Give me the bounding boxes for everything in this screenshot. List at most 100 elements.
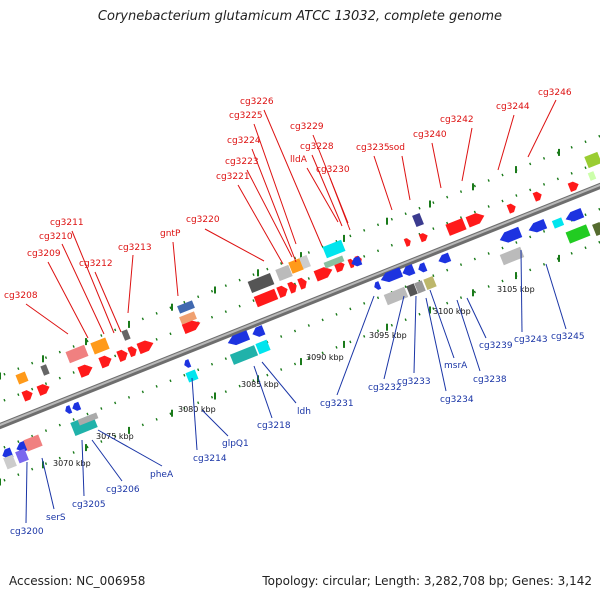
forward-gene-label: sod (389, 143, 405, 153)
forward-gene (177, 300, 195, 314)
forward-gene-label: cg3223 (225, 157, 259, 167)
forward-gene (179, 311, 197, 325)
forward-gene-label: cg3225 (229, 111, 263, 121)
forward-gene-shape (253, 288, 279, 308)
reverse-gene (402, 264, 416, 276)
forward-gene (247, 272, 275, 294)
forward-gene (36, 384, 50, 396)
reverse-gene (15, 448, 29, 464)
forward-gene (40, 364, 50, 376)
reverse-gene-shape (592, 221, 600, 237)
forward-gene-shape (65, 344, 89, 364)
reverse-gene-leader-line (425, 297, 447, 392)
forward-gene-leader-line (431, 142, 442, 189)
reverse-gene (227, 330, 251, 346)
forward-gene-shape (179, 311, 197, 325)
forward-gene (65, 344, 89, 364)
reverse-gene (184, 359, 192, 368)
forward-gene-leader-line (251, 148, 297, 263)
reverse-gene-shape (255, 339, 271, 355)
forward-gene-shape (506, 203, 516, 214)
reverse-gene-shape (551, 217, 565, 229)
forward-gene-shape (403, 238, 411, 247)
forward-gene (275, 264, 293, 282)
forward-gene-leader-line (71, 230, 115, 334)
reverse-gene (65, 405, 73, 414)
forward-gene (253, 288, 279, 308)
scale-label: 3080 kbp (178, 405, 216, 414)
forward-gene-label: lldA (290, 155, 308, 165)
scale-label: 3090 kbp (306, 353, 344, 362)
forward-gene-label: cg3220 (186, 215, 220, 225)
forward-gene-shape (587, 171, 597, 181)
forward-gene (276, 285, 288, 298)
reverse-gene-leader-line (97, 429, 163, 467)
reverse-gene-label: glpQ1 (222, 439, 249, 449)
forward-gene-leader-line (61, 243, 105, 335)
reverse-gene (565, 208, 585, 222)
reverse-gene-label: cg3234 (440, 395, 474, 405)
forward-gene-shape (567, 181, 579, 193)
forward-gene (121, 329, 131, 341)
reverse-gene-shape (252, 325, 266, 337)
reverse-gene-shape (414, 280, 426, 294)
scale-label: 3095 kbp (369, 331, 407, 340)
backbone-highlight (0, 183, 600, 427)
forward-gene-leader-line (204, 228, 265, 262)
forward-gene (313, 267, 333, 282)
reverse-gene (565, 224, 591, 244)
forward-gene-leader-line (527, 99, 557, 158)
forward-gene-label: cg3230 (316, 165, 350, 175)
reverse-gene (406, 283, 418, 297)
forward-gene-leader-line (401, 155, 411, 201)
forward-gene (21, 390, 33, 402)
reverse-gene (551, 217, 565, 229)
forward-gene-shape (121, 329, 131, 341)
forward-gene-leader-line (253, 123, 297, 245)
reverse-gene (255, 339, 271, 355)
forward-gene-shape (40, 364, 50, 376)
forward-gene (584, 151, 600, 169)
reverse-gene (77, 412, 99, 426)
reverse-gene (185, 369, 199, 383)
reverse-gene (3, 454, 17, 470)
scale-label: 3070 kbp (53, 459, 91, 468)
reverse-gene-leader-line (201, 409, 229, 437)
forward-gene (418, 233, 428, 243)
reverse-gene (374, 281, 382, 290)
forward-gene-label: cg3246 (538, 88, 572, 98)
forward-gene-label: gntP (160, 229, 181, 239)
reverse-gene-shape (423, 276, 437, 290)
forward-gene-shape (288, 258, 304, 274)
forward-gene-shape (532, 191, 542, 202)
forward-gene (587, 171, 597, 181)
forward-gene (116, 349, 128, 362)
forward-gene-shape (247, 272, 275, 294)
reverse-gene-shape (528, 219, 548, 233)
reverse-gene-shape (383, 286, 409, 306)
forward-gene-shape (276, 285, 288, 298)
reverse-gene-label: cg3205 (72, 500, 106, 510)
forward-gene-shape (181, 320, 201, 334)
reverse-gene-label: cg3231 (320, 399, 354, 409)
reverse-gene (229, 345, 259, 365)
reverse-gene-leader-line (261, 361, 297, 404)
reverse-gene (438, 252, 452, 264)
forward-gene-leader-line (172, 241, 179, 297)
forward-gene (506, 203, 516, 214)
reverse-gene-shape (227, 330, 251, 346)
forward-gene-shape (98, 355, 112, 369)
forward-gene-shape (313, 267, 333, 282)
reverse-gene-label: cg3243 (514, 335, 548, 345)
reverse-gene (418, 262, 428, 273)
forward-gene (567, 181, 579, 193)
reverse-gene-label: serS (46, 513, 66, 523)
reverse-gene-leader-line (413, 295, 417, 374)
scale-label: 3105 kbp (497, 285, 535, 294)
reverse-gene-leader-line (456, 299, 481, 372)
forward-gene (77, 364, 93, 378)
forward-gene-leader-line (329, 177, 351, 231)
forward-gene (532, 191, 542, 202)
